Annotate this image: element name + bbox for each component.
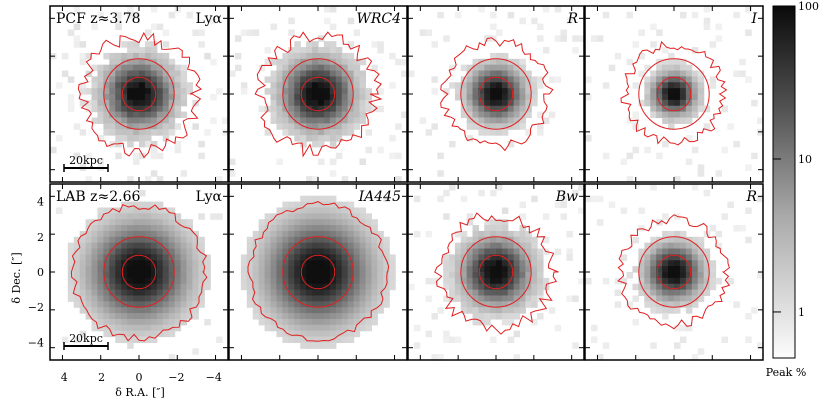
y-tick-label: 2	[37, 231, 44, 244]
image-panel	[407, 183, 585, 361]
inner-contour	[656, 254, 692, 290]
band-label: R	[745, 189, 757, 205]
outer-contour	[254, 31, 383, 158]
mid-contour	[638, 58, 710, 130]
x-axis: δ R.A. [″] 4 2 0 −2 −4	[61, 371, 222, 399]
scale-bar-label: 20kpc	[69, 332, 103, 345]
panel-title: PCF z≈3.78	[56, 11, 141, 27]
colorbar-tick-label: 10	[798, 153, 812, 166]
panel-title: LAB z≈2.66	[56, 189, 141, 205]
y-axis: δ Dec. [″] 4 2 0 −2 −4	[10, 196, 44, 350]
mid-contour	[460, 58, 532, 130]
x-tick-label: 0	[136, 371, 143, 384]
x-tick-label: −2	[168, 371, 184, 384]
y-tick-label: 0	[37, 266, 44, 279]
x-tick-label: 4	[61, 371, 68, 384]
outer-contour	[617, 214, 731, 330]
band-label: Lyα	[196, 11, 223, 27]
image-panel	[584, 5, 764, 183]
image-panel	[407, 5, 585, 183]
colorbar-tick-label: 100	[798, 0, 819, 13]
image-panels	[49, 5, 764, 361]
outer-contour	[620, 40, 728, 146]
outer-contour	[440, 37, 554, 152]
mid-contour	[103, 58, 175, 130]
x-axis-label: δ R.A. [″]	[115, 386, 165, 399]
mid-contour	[638, 236, 710, 308]
outer-contour	[77, 31, 203, 159]
image-panel	[49, 183, 229, 361]
image-panel	[228, 183, 408, 361]
inner-contour	[478, 254, 514, 290]
outer-contour	[434, 212, 559, 335]
image-panel	[49, 5, 229, 183]
image-panel	[228, 5, 408, 183]
band-label: WRC4	[356, 11, 401, 27]
inner-contour	[656, 76, 692, 112]
image-panel	[584, 183, 764, 361]
colorbar-gradient	[772, 5, 796, 359]
band-label: IA445	[358, 189, 401, 205]
scale-bar-label: 20kpc	[69, 154, 103, 167]
band-label: Bw	[555, 189, 578, 205]
inner-contour	[300, 76, 336, 112]
x-tick-label: −4	[206, 371, 222, 384]
outer-contour	[247, 201, 390, 342]
mid-contour	[103, 236, 175, 308]
band-label: R	[566, 11, 578, 27]
inner-contour	[478, 76, 514, 112]
inner-contour	[121, 254, 157, 290]
colorbar: Peak % 100 10 1	[766, 0, 819, 379]
colorbar-label: Peak %	[766, 366, 807, 379]
inner-contour	[121, 76, 157, 112]
y-tick-label: −4	[28, 336, 44, 349]
band-label: Lyα	[196, 189, 223, 205]
panel-labels: PCF z≈3.78 Lyα 20kpc WRC4 R I LAB z≈2.66 Lyα 20k…	[56, 11, 757, 350]
mid-contour	[282, 58, 354, 130]
mid-contour	[460, 236, 532, 308]
y-axis-label: δ Dec. [″]	[10, 252, 23, 303]
colorbar-tick-label: 1	[798, 306, 805, 319]
y-tick-label: 4	[37, 196, 44, 209]
y-tick-label: −2	[28, 301, 44, 314]
x-tick-label: 2	[98, 371, 105, 384]
outer-contour	[70, 204, 208, 342]
inner-contour	[300, 254, 336, 290]
mid-contour	[282, 236, 354, 308]
band-label: I	[750, 11, 757, 27]
